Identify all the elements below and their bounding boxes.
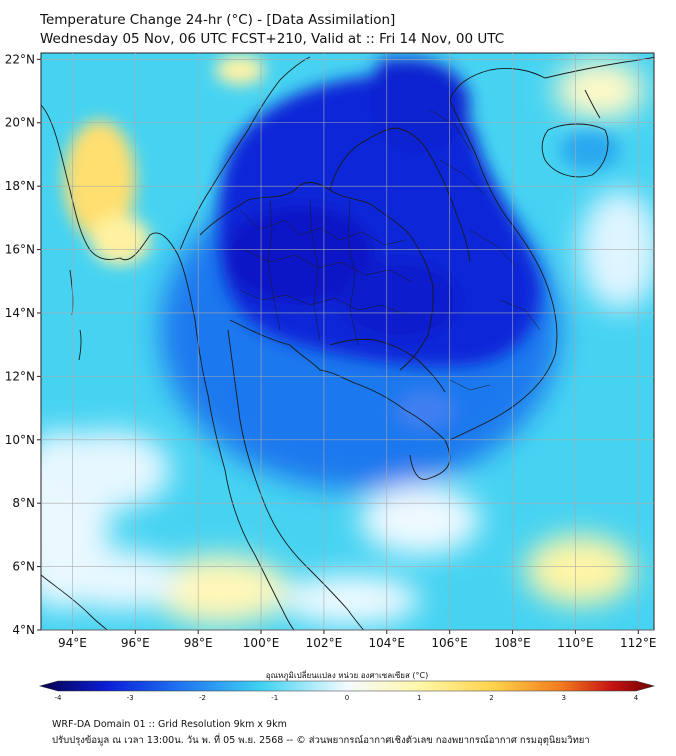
colorbar-tick-label: 3 xyxy=(562,694,566,702)
lon-tick-label: 98°E xyxy=(184,636,213,650)
colorbar xyxy=(38,680,656,692)
colorbar-tick-label: -2 xyxy=(199,694,206,702)
footer-credit: ปรับปรุงข้อมูล ณ เวลา 13:00น. วัน พ. ที่… xyxy=(52,735,590,746)
lat-tick-label: 14°N xyxy=(5,306,35,320)
temperature-field xyxy=(41,53,654,630)
peninsula-west-coast xyxy=(224,469,295,630)
myanmar-border xyxy=(179,56,311,251)
sumatra-coast xyxy=(41,574,109,630)
peninsula-east-coast xyxy=(227,329,365,630)
colorbar-tick-label: 1 xyxy=(417,694,421,702)
lon-tick-label: 100°E xyxy=(243,636,280,650)
lon-tick-label: 104°E xyxy=(369,636,406,650)
colorbar-tick-label: 0 xyxy=(345,694,349,702)
hainan-island xyxy=(541,123,609,178)
colorbar-tick-label: -1 xyxy=(271,694,278,702)
vietnam-provinces xyxy=(429,109,541,391)
lat-tick-label: 6°N xyxy=(12,560,35,574)
lon-tick-label: 110°E xyxy=(557,636,594,650)
colorbar-title: อุณหภูมิเปลี่ยนแปลง หน่วย องศาเซลเซียส (… xyxy=(266,669,428,681)
footer-model-info: WRF-DA Domain 01 :: Grid Resolution 9km … xyxy=(52,719,287,730)
map-subtitle: Wednesday 05 Nov, 06 UTC FCST+210, Valid… xyxy=(40,31,505,47)
thai-provinces xyxy=(239,199,413,346)
lat-tick-label: 12°N xyxy=(5,369,35,383)
lat-tick-label: 8°N xyxy=(12,496,35,510)
lon-tick-label: 96°E xyxy=(121,636,150,650)
laos-border xyxy=(329,127,471,263)
colorbar-tick-label: -3 xyxy=(127,694,134,702)
lat-tick-label: 4°N xyxy=(12,623,35,637)
lon-tick-label: 112°E xyxy=(620,636,657,650)
leizhou-peninsula xyxy=(584,89,601,119)
lon-tick-label: 94°E xyxy=(58,636,87,650)
lat-tick-label: 16°N xyxy=(5,243,35,257)
colorbar-ticks: -4 -3 -2 -1 0 1 2 3 4 xyxy=(55,694,639,702)
lat-tick-label: 20°N xyxy=(5,116,35,130)
graticule xyxy=(41,53,654,631)
lat-tick-label: 18°N xyxy=(5,179,35,193)
thailand-border xyxy=(199,182,434,371)
colorbar-tick-label: -4 xyxy=(55,694,63,702)
china-coast xyxy=(544,56,654,79)
vietnam-coast xyxy=(449,67,558,441)
cambodia-border xyxy=(329,338,446,393)
lat-tick-label: 22°N xyxy=(5,52,35,66)
axis-ticks: 94°E 96°E 98°E 100°E 102°E 104°E 106°E 108°E 110… xyxy=(5,52,657,650)
map-figure: 94°E 96°E 98°E 100°E 102°E 104°E 106°E 108°E 110… xyxy=(5,52,657,702)
colorbar-tick-label: 2 xyxy=(489,694,493,702)
gulf-of-thailand-coast xyxy=(229,319,451,480)
lon-tick-label: 106°E xyxy=(431,636,468,650)
coastline-borders xyxy=(41,56,654,630)
lat-tick-label: 10°N xyxy=(5,433,35,447)
lon-tick-label: 102°E xyxy=(306,636,343,650)
colorbar-tick-label: 4 xyxy=(634,694,639,702)
lon-tick-label: 108°E xyxy=(494,636,531,650)
map-title: Temperature Change 24-hr (°C) - [Data As… xyxy=(40,12,396,28)
